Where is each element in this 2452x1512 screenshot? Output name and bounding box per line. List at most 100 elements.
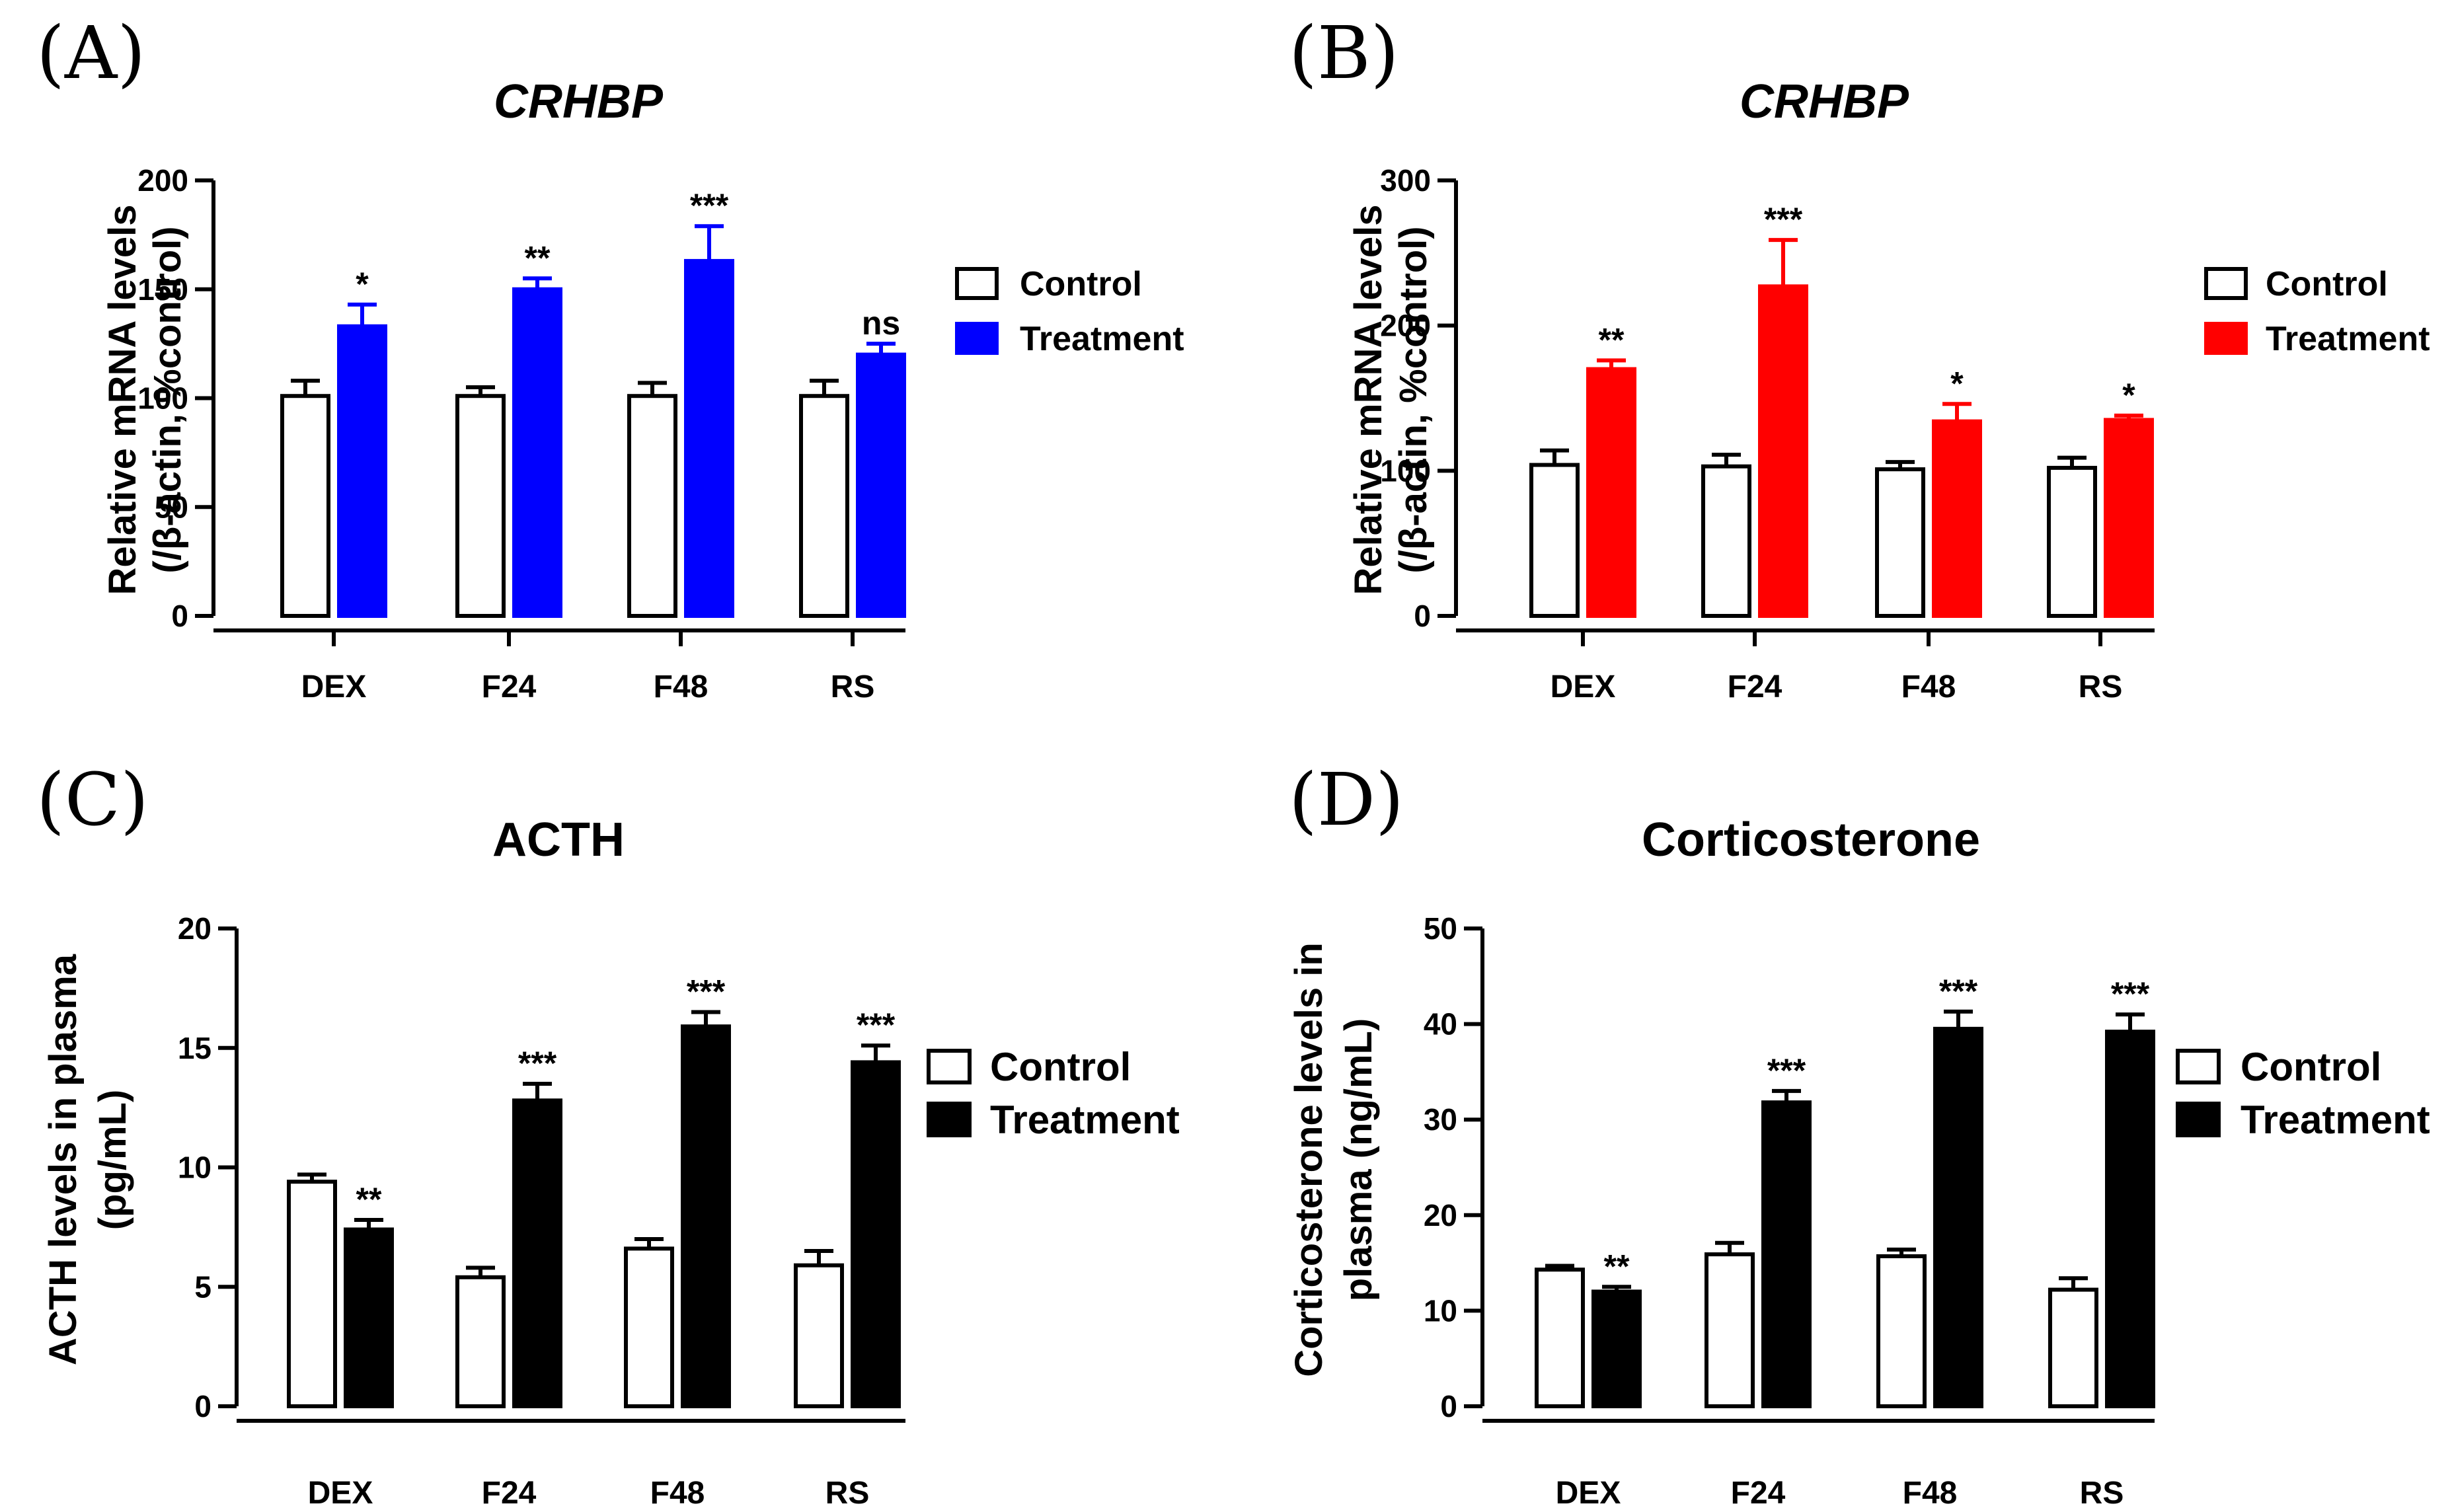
bar-treatment-rs (2104, 418, 2154, 618)
y-tick-label: 100 (1380, 453, 1431, 488)
bar-treatment-dex (344, 1227, 394, 1408)
y-tick-label: 50 (155, 490, 188, 524)
y-axis-label: Relative mRNA levels (/β-actin, %control… (101, 204, 189, 595)
y-tick-label: 50 (1424, 911, 1457, 946)
y-tick-label: 0 (194, 1389, 211, 1423)
chart-panel-d: (D) Corticosterone Corticosterone levels… (1287, 757, 2430, 1511)
significance-label: *** (1939, 973, 1978, 1010)
legend-label-treatment: Treatment (2241, 1098, 2430, 1142)
x-tick-label: F48 (1901, 669, 1956, 704)
chart-title: CRHBP (1740, 75, 1909, 128)
y-tick-label: 20 (178, 911, 211, 946)
bar-treatment-f48 (1933, 1026, 1983, 1408)
legend-label-treatment: Treatment (2266, 320, 2430, 358)
y-axis-label-line-1: Relative mRNA levels (101, 204, 144, 595)
y-axis-label: ACTH levels in plasma (pg/mL) (42, 954, 134, 1365)
bar-treatment-rs (851, 1060, 901, 1408)
chart-title: CRHBP (494, 75, 664, 128)
chart-title: ACTH (492, 813, 625, 866)
significance-label: *** (687, 973, 726, 1010)
legend-swatch-treatment (927, 1102, 972, 1137)
x-tick-label: DEX (1556, 1476, 1621, 1511)
y-tick-label: 40 (1424, 1007, 1457, 1041)
bar-treatment-dex (1586, 367, 1636, 618)
x-tick-label: F24 (482, 669, 537, 704)
x-tick-label: RS (2079, 669, 2123, 704)
bar-treatment-f24 (512, 1098, 562, 1409)
bar-treatment-f48 (684, 258, 734, 619)
y-tick-label: 300 (1380, 163, 1431, 198)
y-tick-label: 20 (1424, 1198, 1457, 1232)
x-tick-label: RS (825, 1476, 870, 1511)
legend-label-control: Control (1020, 265, 1142, 303)
y-tick-label: 5 (194, 1269, 211, 1304)
chart-panel-c: (C) ACTH ACTH levels in plasma (pg/mL) 0… (36, 757, 1180, 1511)
y-tick-label: 200 (137, 163, 188, 198)
y-axis-label-line-2: (pg/mL) (91, 1090, 134, 1230)
bar-treatment-dex (337, 324, 387, 618)
bar-treatment-f48 (681, 1024, 731, 1408)
legend-swatch-control (955, 267, 999, 300)
y-tick-label: 0 (171, 599, 188, 633)
bar-control-f48 (1876, 1254, 1927, 1409)
bar-control-f48 (1875, 467, 1925, 618)
y-tick-label: 0 (1440, 1389, 1457, 1423)
y-tick-label: 100 (137, 381, 188, 416)
legend: Control Treatment (2176, 1045, 2430, 1142)
legend-swatch-treatment (955, 322, 999, 355)
significance-label: ** (356, 1181, 382, 1218)
bar-treatment-dex (1591, 1289, 1642, 1408)
bar-treatment-rs (856, 352, 906, 618)
y-tick-label: 10 (1424, 1293, 1457, 1328)
significance-label: * (1950, 365, 1964, 402)
legend-swatch-treatment (2176, 1102, 2221, 1137)
significance-label: * (2122, 377, 2135, 414)
x-tick-label: RS (831, 669, 875, 704)
y-tick-label: 15 (178, 1031, 211, 1065)
bar-control-dex (1529, 463, 1580, 619)
y-axis-label-line-2: (/β-actin, %control) (1392, 226, 1435, 573)
y-tick-label: 150 (137, 272, 188, 307)
bar-control-f24 (1705, 1252, 1755, 1409)
chart-panel-a: (A) CRHBP Relative mRNA levels (/β-actin… (36, 11, 1184, 704)
y-tick-label: 0 (1414, 599, 1431, 633)
bar-control-rs (2047, 465, 2097, 618)
bar-control-dex (287, 1180, 337, 1408)
y-axis-label-line-2: (/β-actin, %control) (146, 226, 189, 573)
x-tick-label: F24 (482, 1476, 537, 1511)
legend-label-control: Control (990, 1045, 1131, 1089)
chart-panel-b: (B) CRHBP Relative mRNA levels (/β-actin… (1289, 11, 2430, 704)
legend-label-control: Control (2241, 1045, 2381, 1089)
x-tick-label: F24 (1728, 669, 1782, 704)
panel-letter: (C) (36, 757, 149, 842)
bar-control-rs (794, 1263, 844, 1408)
y-axis-label-line-1: Corticosterone levels in (1287, 942, 1330, 1377)
y-axis-label-line-2: plasma (ng/mL) (1337, 1018, 1380, 1302)
significance-label: ** (525, 239, 551, 276)
legend: Control Treatment (955, 265, 1184, 358)
bar-treatment-f24 (1761, 1100, 1812, 1408)
bar-control-dex (1535, 1267, 1585, 1409)
chart-title: Corticosterone (1642, 813, 1980, 866)
legend-label-treatment: Treatment (990, 1098, 1180, 1142)
x-tick-label: F48 (1903, 1476, 1958, 1511)
significance-label: ** (1604, 1248, 1630, 1285)
bar-control-f24 (455, 1275, 506, 1409)
panel-letter: (B) (1289, 11, 1399, 95)
x-tick-label: F24 (1731, 1476, 1786, 1511)
plot-area: 0 100 200 300 DEX ** F24 *** F48 * RS * (1380, 163, 2155, 704)
significance-label: * (356, 266, 369, 303)
x-tick-label: F48 (650, 1476, 705, 1511)
y-axis-label-line-1: ACTH levels in plasma (42, 954, 85, 1365)
x-tick-label: DEX (301, 669, 367, 704)
bar-control-rs (799, 394, 849, 619)
y-tick-label: 10 (178, 1151, 211, 1185)
x-tick-label: DEX (1551, 669, 1616, 704)
significance-label: *** (2111, 975, 2150, 1012)
plot-area: 0 50 100 150 200 DEX * F24 ** F48 *** RS ns (137, 163, 906, 704)
legend: Control Treatment (2204, 265, 2430, 358)
significance-label: *** (857, 1006, 896, 1043)
bar-treatment-f24 (512, 287, 562, 618)
x-tick-label: RS (2080, 1476, 2124, 1511)
